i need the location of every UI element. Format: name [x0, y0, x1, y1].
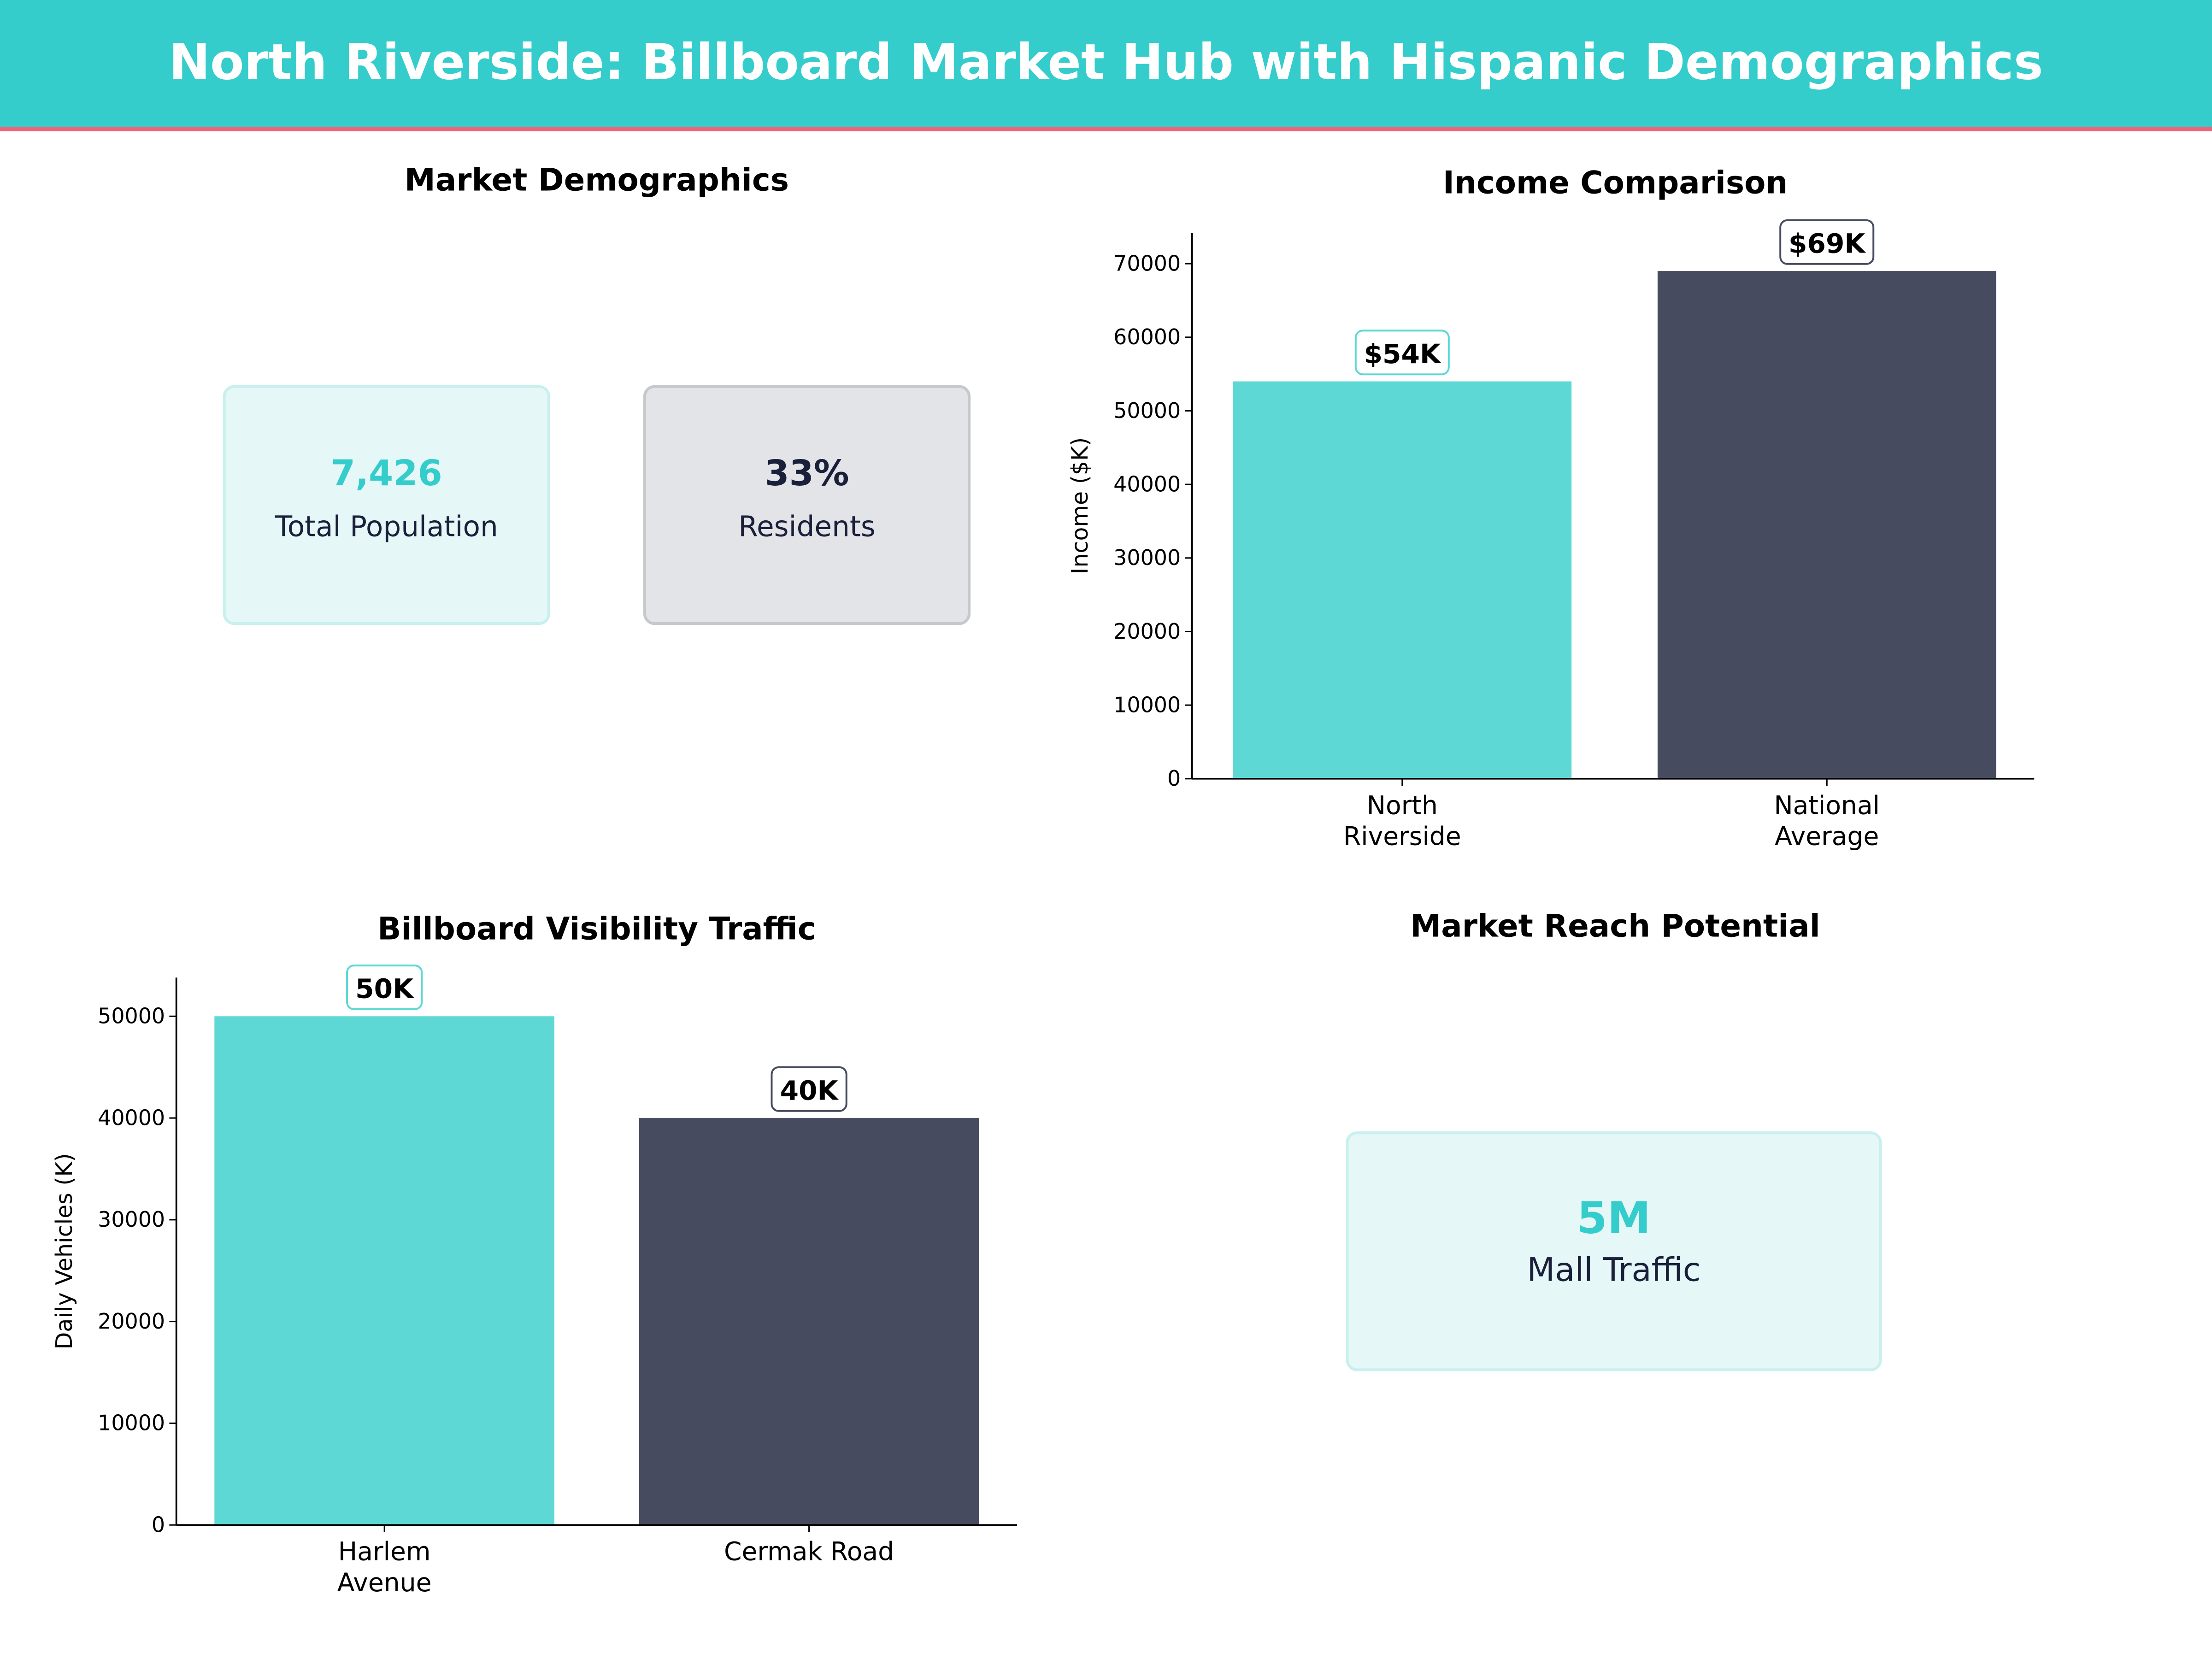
- data-label: 40K: [780, 1075, 839, 1106]
- y-tick-label: 20000: [98, 1309, 165, 1334]
- bar: [639, 1118, 979, 1525]
- x-tick-label: Riverside: [1343, 822, 1461, 851]
- y-tick-label: 40000: [98, 1105, 165, 1130]
- header-banner: North Riverside: Billboard Market Hub wi…: [0, 0, 2212, 131]
- mall-traffic-card: 5M Mall Traffic: [1346, 1131, 1882, 1371]
- y-tick-label: 20000: [1113, 619, 1181, 644]
- data-label: $54K: [1364, 338, 1441, 370]
- y-axis-label: Daily Vehicles (K): [51, 1153, 77, 1349]
- x-tick-label: North: [1367, 790, 1438, 820]
- population-label: Total Population: [275, 509, 498, 543]
- mall-traffic-value: 5M: [1577, 1193, 1651, 1244]
- y-tick-label: 70000: [1113, 251, 1181, 276]
- mall-traffic-label: Mall Traffic: [1527, 1253, 1701, 1289]
- page-title: North Riverside: Billboard Market Hub wi…: [169, 35, 2043, 92]
- population-card: 7,426 Total Population: [223, 385, 550, 625]
- y-tick-label: 40000: [1113, 471, 1181, 496]
- x-tick-label: Avenue: [337, 1568, 432, 1597]
- x-tick-label: Average: [1775, 822, 1879, 851]
- bar: [214, 1016, 555, 1525]
- reach-title: Market Reach Potential: [1410, 910, 1820, 946]
- x-tick-label: National: [1774, 790, 1880, 820]
- data-label: 50K: [355, 973, 414, 1005]
- data-label-box: [771, 1066, 847, 1112]
- data-label-box: [346, 965, 423, 1010]
- residents-value: 33%: [765, 453, 849, 494]
- y-tick-label: 50000: [1113, 398, 1181, 423]
- chart-title: Billboard Visibility Traffic: [377, 911, 816, 947]
- data-label: $69K: [1788, 228, 1866, 259]
- y-tick-label: 10000: [1113, 692, 1181, 717]
- residents-card: 33% Residents: [643, 385, 971, 625]
- y-tick-label: 60000: [1113, 324, 1181, 349]
- y-tick-label: 10000: [98, 1411, 165, 1435]
- residents-label: Residents: [738, 509, 876, 543]
- population-value: 7,426: [330, 453, 442, 494]
- x-tick-label: Cermak Road: [724, 1537, 894, 1566]
- data-label-box: [1779, 219, 1875, 265]
- data-label-box: [1354, 329, 1450, 376]
- y-tick-label: 0: [1167, 766, 1181, 791]
- chart-title: Income Comparison: [1443, 164, 1788, 200]
- demographics-title: Market Demographics: [404, 164, 789, 199]
- y-tick-label: 30000: [1113, 545, 1181, 570]
- y-tick-label: 0: [152, 1512, 165, 1537]
- y-tick-label: 50000: [98, 1004, 165, 1029]
- x-tick-label: Harlem: [338, 1537, 431, 1566]
- bar: [1657, 271, 1996, 779]
- bar: [1233, 381, 1572, 779]
- y-axis-label: Income ($K): [1067, 437, 1093, 574]
- y-tick-label: 30000: [98, 1207, 165, 1232]
